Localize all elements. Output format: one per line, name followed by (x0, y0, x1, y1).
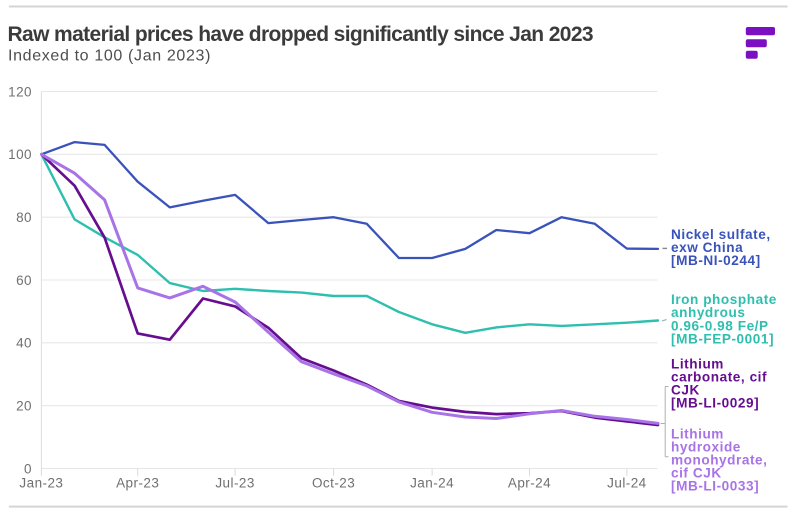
svg-text:Indexed to 100 (Jan 2023): Indexed to 100 (Jan 2023) (8, 48, 211, 65)
svg-text:80: 80 (16, 210, 32, 225)
svg-text:Raw material prices have dropp: Raw material prices have dropped signifi… (8, 23, 593, 46)
svg-text:Jan-23: Jan-23 (19, 476, 63, 491)
svg-text:60: 60 (16, 273, 32, 288)
svg-text:20: 20 (16, 399, 32, 414)
svg-text:40: 40 (16, 336, 32, 351)
svg-text:Jul-24: Jul-24 (607, 476, 647, 491)
svg-text:Nickel sulfate,exw China[MB-NI: Nickel sulfate, exw China [MB-NI-0244] (671, 227, 771, 268)
svg-text:Oct-23: Oct-23 (312, 476, 355, 491)
svg-text:Apr-24: Apr-24 (508, 476, 551, 491)
svg-text:Apr-23: Apr-23 (116, 476, 159, 491)
svg-text:Jan-24: Jan-24 (410, 476, 454, 491)
svg-text:0: 0 (24, 461, 32, 476)
svg-text:120: 120 (8, 84, 32, 99)
svg-text:Jul-23: Jul-23 (215, 476, 254, 491)
svg-text:100: 100 (8, 147, 32, 162)
